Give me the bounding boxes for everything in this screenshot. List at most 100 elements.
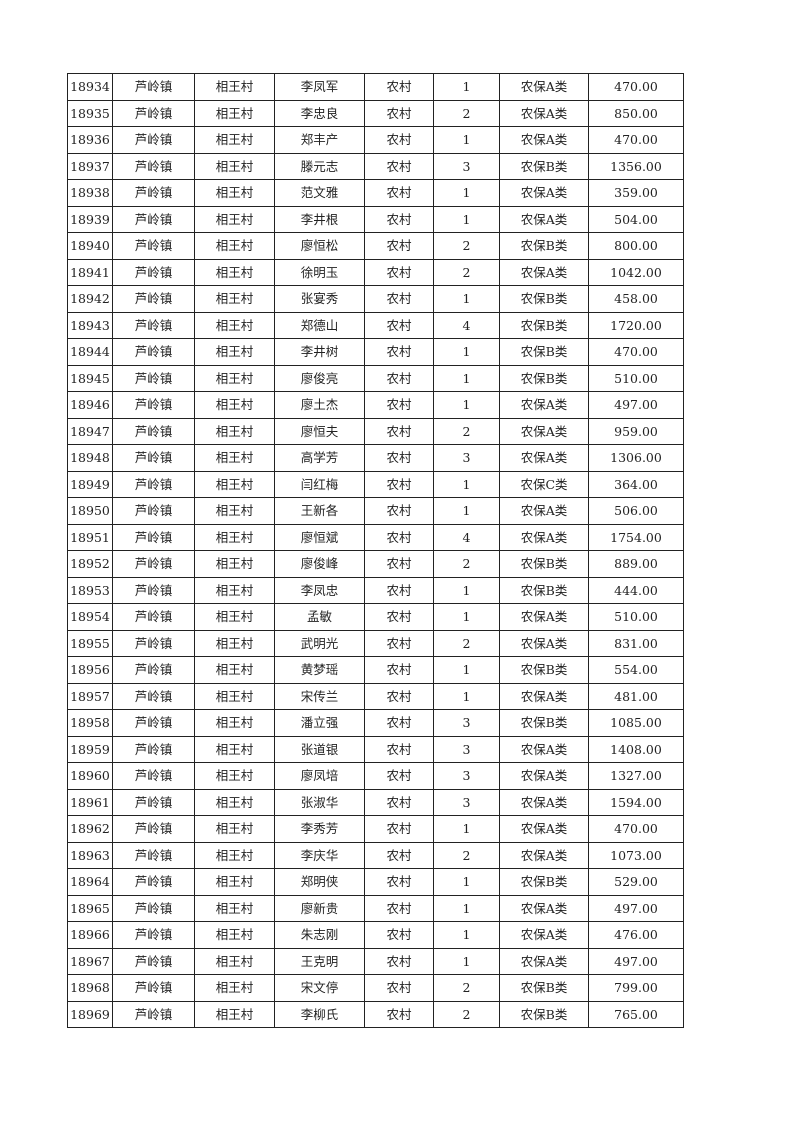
- cell-village: 相王村: [194, 762, 275, 790]
- cell-amount: 554.00: [588, 656, 684, 684]
- cell-town: 芦岭镇: [112, 417, 195, 445]
- cell-town: 芦岭镇: [112, 682, 195, 710]
- cell-household-count: 1: [433, 497, 500, 525]
- table-row: 18964 芦岭镇 相王村 郑明侠 农村 1 农保B类 529.00: [67, 868, 684, 896]
- cell-village: 相王村: [194, 523, 275, 551]
- cell-village: 相王村: [194, 444, 275, 472]
- cell-household-count: 4: [433, 311, 500, 339]
- cell-amount: 481.00: [588, 682, 684, 710]
- cell-row-id: 18939: [67, 205, 113, 233]
- cell-row-id: 18937: [67, 152, 113, 180]
- cell-household-count: 1: [433, 947, 500, 975]
- cell-area-type: 农村: [364, 868, 434, 896]
- cell-town: 芦岭镇: [112, 152, 195, 180]
- table-row: 18941 芦岭镇 相王村 徐明玉 农村 2 农保A类 1042.00: [67, 258, 684, 286]
- table-row: 18938 芦岭镇 相王村 范文雅 农村 1 农保A类 359.00: [67, 179, 684, 207]
- table-row: 18966 芦岭镇 相王村 朱志刚 农村 1 农保A类 476.00: [67, 921, 684, 949]
- cell-household-count: 1: [433, 576, 500, 604]
- cell-town: 芦岭镇: [112, 391, 195, 419]
- cell-village: 相王村: [194, 205, 275, 233]
- cell-insurance-category: 农保A类: [499, 921, 589, 949]
- table-row: 18950 芦岭镇 相王村 王新各 农村 1 农保A类 506.00: [67, 497, 684, 525]
- cell-village: 相王村: [194, 1000, 275, 1028]
- cell-row-id: 18960: [67, 762, 113, 790]
- cell-household-count: 2: [433, 417, 500, 445]
- cell-town: 芦岭镇: [112, 947, 195, 975]
- cell-village: 相王村: [194, 338, 275, 366]
- cell-town: 芦岭镇: [112, 205, 195, 233]
- cell-amount: 1327.00: [588, 762, 684, 790]
- cell-person-name: 廖恒斌: [274, 523, 365, 551]
- cell-area-type: 农村: [364, 682, 434, 710]
- cell-amount: 470.00: [588, 338, 684, 366]
- cell-person-name: 廖恒夫: [274, 417, 365, 445]
- cell-row-id: 18934: [67, 73, 113, 101]
- cell-insurance-category: 农保B类: [499, 152, 589, 180]
- cell-area-type: 农村: [364, 550, 434, 578]
- cell-amount: 497.00: [588, 391, 684, 419]
- cell-household-count: 1: [433, 73, 500, 101]
- cell-insurance-category: 农保A类: [499, 258, 589, 286]
- cell-village: 相王村: [194, 603, 275, 631]
- cell-amount: 510.00: [588, 364, 684, 392]
- cell-area-type: 农村: [364, 391, 434, 419]
- cell-town: 芦岭镇: [112, 73, 195, 101]
- cell-town: 芦岭镇: [112, 338, 195, 366]
- table-row: 18944 芦岭镇 相王村 李井树 农村 1 农保B类 470.00: [67, 338, 684, 366]
- cell-amount: 364.00: [588, 470, 684, 498]
- cell-area-type: 农村: [364, 576, 434, 604]
- cell-insurance-category: 农保A类: [499, 391, 589, 419]
- cell-row-id: 18935: [67, 99, 113, 127]
- cell-village: 相王村: [194, 258, 275, 286]
- cell-row-id: 18958: [67, 709, 113, 737]
- table-row: 18940 芦岭镇 相王村 廖恒松 农村 2 农保B类 800.00: [67, 232, 684, 260]
- cell-insurance-category: 农保B类: [499, 232, 589, 260]
- cell-household-count: 1: [433, 815, 500, 843]
- cell-row-id: 18967: [67, 947, 113, 975]
- cell-village: 相王村: [194, 735, 275, 763]
- cell-amount: 1073.00: [588, 841, 684, 869]
- table-row: 18945 芦岭镇 相王村 廖俊亮 农村 1 农保B类 510.00: [67, 364, 684, 392]
- cell-amount: 959.00: [588, 417, 684, 445]
- cell-row-id: 18946: [67, 391, 113, 419]
- table-row: 18937 芦岭镇 相王村 滕元志 农村 3 农保B类 1356.00: [67, 152, 684, 180]
- table-row: 18949 芦岭镇 相王村 闫红梅 农村 1 农保C类 364.00: [67, 470, 684, 498]
- cell-town: 芦岭镇: [112, 603, 195, 631]
- cell-area-type: 农村: [364, 417, 434, 445]
- cell-amount: 458.00: [588, 285, 684, 313]
- cell-row-id: 18947: [67, 417, 113, 445]
- cell-town: 芦岭镇: [112, 311, 195, 339]
- table-row: 18942 芦岭镇 相王村 张宴秀 农村 1 农保B类 458.00: [67, 285, 684, 313]
- cell-insurance-category: 农保B类: [499, 868, 589, 896]
- cell-household-count: 1: [433, 285, 500, 313]
- cell-area-type: 农村: [364, 258, 434, 286]
- cell-person-name: 郑德山: [274, 311, 365, 339]
- table-row: 18967 芦岭镇 相王村 王克明 农村 1 农保A类 497.00: [67, 947, 684, 975]
- cell-row-id: 18945: [67, 364, 113, 392]
- cell-insurance-category: 农保B类: [499, 550, 589, 578]
- cell-amount: 1720.00: [588, 311, 684, 339]
- cell-insurance-category: 农保A类: [499, 179, 589, 207]
- cell-town: 芦岭镇: [112, 894, 195, 922]
- cell-row-id: 18968: [67, 974, 113, 1002]
- cell-amount: 889.00: [588, 550, 684, 578]
- cell-insurance-category: 农保A类: [499, 444, 589, 472]
- cell-row-id: 18956: [67, 656, 113, 684]
- cell-person-name: 廖土杰: [274, 391, 365, 419]
- cell-amount: 1754.00: [588, 523, 684, 551]
- table-row: 18935 芦岭镇 相王村 李忠良 农村 2 农保A类 850.00: [67, 99, 684, 127]
- cell-area-type: 农村: [364, 762, 434, 790]
- cell-person-name: 范文雅: [274, 179, 365, 207]
- cell-row-id: 18965: [67, 894, 113, 922]
- cell-person-name: 高学芳: [274, 444, 365, 472]
- cell-row-id: 18948: [67, 444, 113, 472]
- cell-area-type: 农村: [364, 338, 434, 366]
- cell-row-id: 18944: [67, 338, 113, 366]
- cell-amount: 470.00: [588, 73, 684, 101]
- cell-row-id: 18938: [67, 179, 113, 207]
- cell-insurance-category: 农保A类: [499, 497, 589, 525]
- cell-person-name: 王新各: [274, 497, 365, 525]
- cell-town: 芦岭镇: [112, 735, 195, 763]
- cell-area-type: 农村: [364, 709, 434, 737]
- cell-row-id: 18953: [67, 576, 113, 604]
